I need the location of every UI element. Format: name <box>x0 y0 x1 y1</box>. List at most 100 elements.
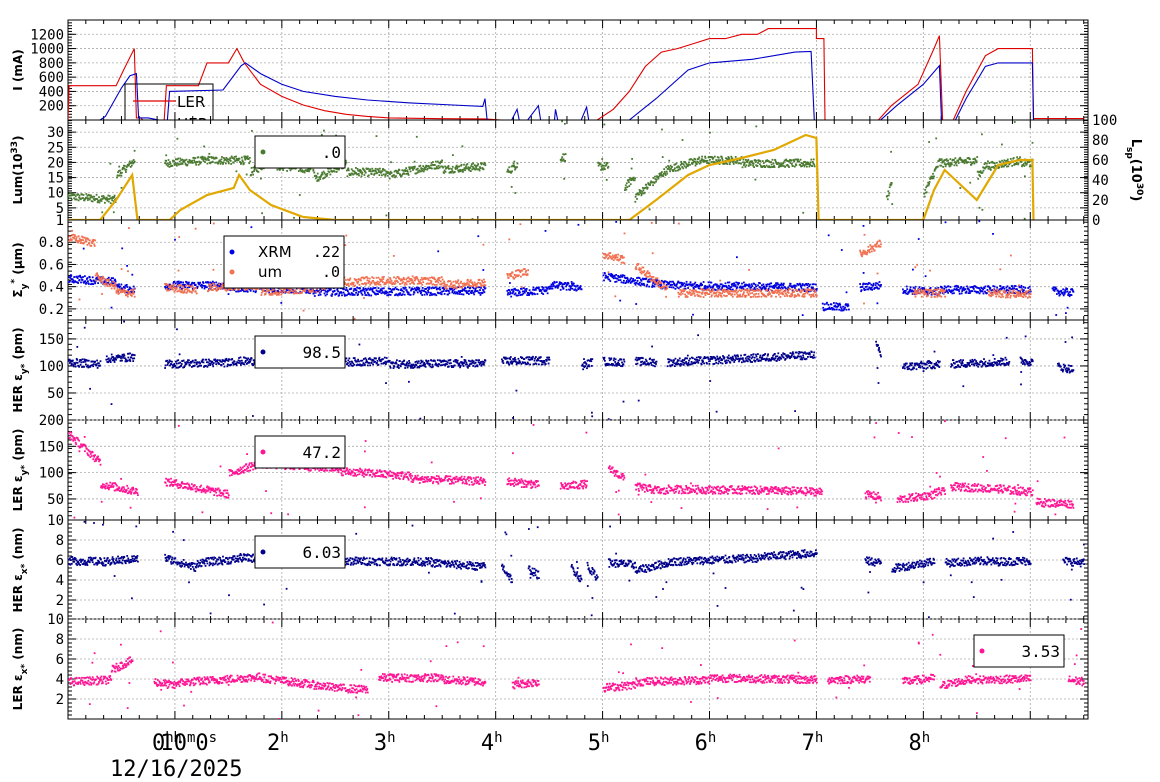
data-point <box>436 278 439 281</box>
data-point <box>619 279 622 281</box>
data-point <box>92 198 95 200</box>
data-point <box>114 280 117 283</box>
data-point <box>641 283 644 286</box>
data-point <box>961 288 964 291</box>
data-point <box>517 289 519 292</box>
data-point <box>740 287 743 289</box>
data-point <box>1060 289 1063 292</box>
data-point <box>954 157 957 160</box>
data-point <box>806 284 808 287</box>
data-point <box>624 189 626 191</box>
data-point <box>608 278 611 281</box>
data-point <box>957 160 960 162</box>
data-point <box>534 293 536 296</box>
data-point <box>456 291 459 294</box>
data-point <box>812 286 814 289</box>
data-point <box>112 280 114 283</box>
data-point <box>309 168 312 171</box>
data-point <box>560 282 563 285</box>
data-point <box>700 158 703 160</box>
data-point <box>333 289 336 292</box>
data-point <box>639 192 642 194</box>
data-point <box>353 317 356 320</box>
data-point <box>640 279 643 282</box>
data-point <box>177 290 180 292</box>
data-point <box>717 156 720 159</box>
data-point <box>519 271 522 274</box>
data-point <box>197 281 200 284</box>
data-point <box>978 292 981 295</box>
data-point <box>770 163 773 166</box>
data-point <box>712 160 715 163</box>
data-point <box>379 289 382 292</box>
data-point <box>459 282 462 284</box>
data-point <box>312 168 315 171</box>
data-point <box>525 290 528 292</box>
data-point <box>677 168 680 171</box>
data-point <box>674 163 677 166</box>
data-point <box>561 286 564 289</box>
data-point <box>441 165 444 168</box>
data-point <box>367 282 370 284</box>
data-point <box>695 163 698 165</box>
data-point <box>390 171 393 174</box>
data-point <box>173 280 176 283</box>
data-point <box>167 289 170 292</box>
data-point <box>709 285 711 288</box>
data-point <box>728 281 731 284</box>
data-point <box>87 197 90 200</box>
data-point <box>202 160 205 162</box>
data-point <box>669 170 671 173</box>
data-point <box>746 159 749 162</box>
data-point <box>183 291 186 294</box>
data-point <box>126 290 129 293</box>
data-point <box>208 156 211 159</box>
data-point <box>635 266 637 268</box>
data-point <box>1016 156 1018 159</box>
legend: .0 <box>254 135 346 169</box>
data-point <box>806 165 808 168</box>
data-point <box>577 288 580 291</box>
data-point <box>376 281 378 284</box>
data-point <box>95 198 97 200</box>
data-point <box>75 275 78 278</box>
data-point <box>535 288 537 291</box>
data-point <box>90 200 93 203</box>
data-point <box>626 186 629 188</box>
data-point <box>465 164 468 166</box>
data-point <box>165 154 168 157</box>
data-point <box>211 285 214 288</box>
data-point <box>1068 293 1070 296</box>
data-point <box>323 172 326 174</box>
data-point <box>821 302 824 305</box>
data-point <box>124 165 126 167</box>
data-point <box>372 169 375 172</box>
data-point <box>1052 287 1054 290</box>
data-point <box>195 163 198 166</box>
data-point <box>976 170 979 173</box>
data-point <box>460 163 463 166</box>
data-point <box>942 161 945 163</box>
data-point <box>647 278 650 281</box>
y-tick-label: 5 <box>56 201 64 217</box>
data-point <box>694 158 697 161</box>
data-point <box>91 200 94 203</box>
data-point <box>482 289 485 292</box>
data-point <box>117 174 120 177</box>
data-point <box>981 287 983 290</box>
data-point <box>173 286 176 289</box>
data-point <box>376 280 379 283</box>
data-point <box>728 284 730 287</box>
data-point <box>647 275 650 278</box>
data-point <box>375 276 378 279</box>
data-point <box>803 165 806 168</box>
data-point <box>847 304 850 307</box>
data-point <box>862 282 865 285</box>
data-point <box>126 265 128 267</box>
data-point <box>633 179 636 182</box>
data-point <box>71 234 74 236</box>
data-point <box>344 283 347 285</box>
data-point <box>708 284 711 287</box>
data-point <box>565 288 568 291</box>
data-point <box>377 276 380 279</box>
